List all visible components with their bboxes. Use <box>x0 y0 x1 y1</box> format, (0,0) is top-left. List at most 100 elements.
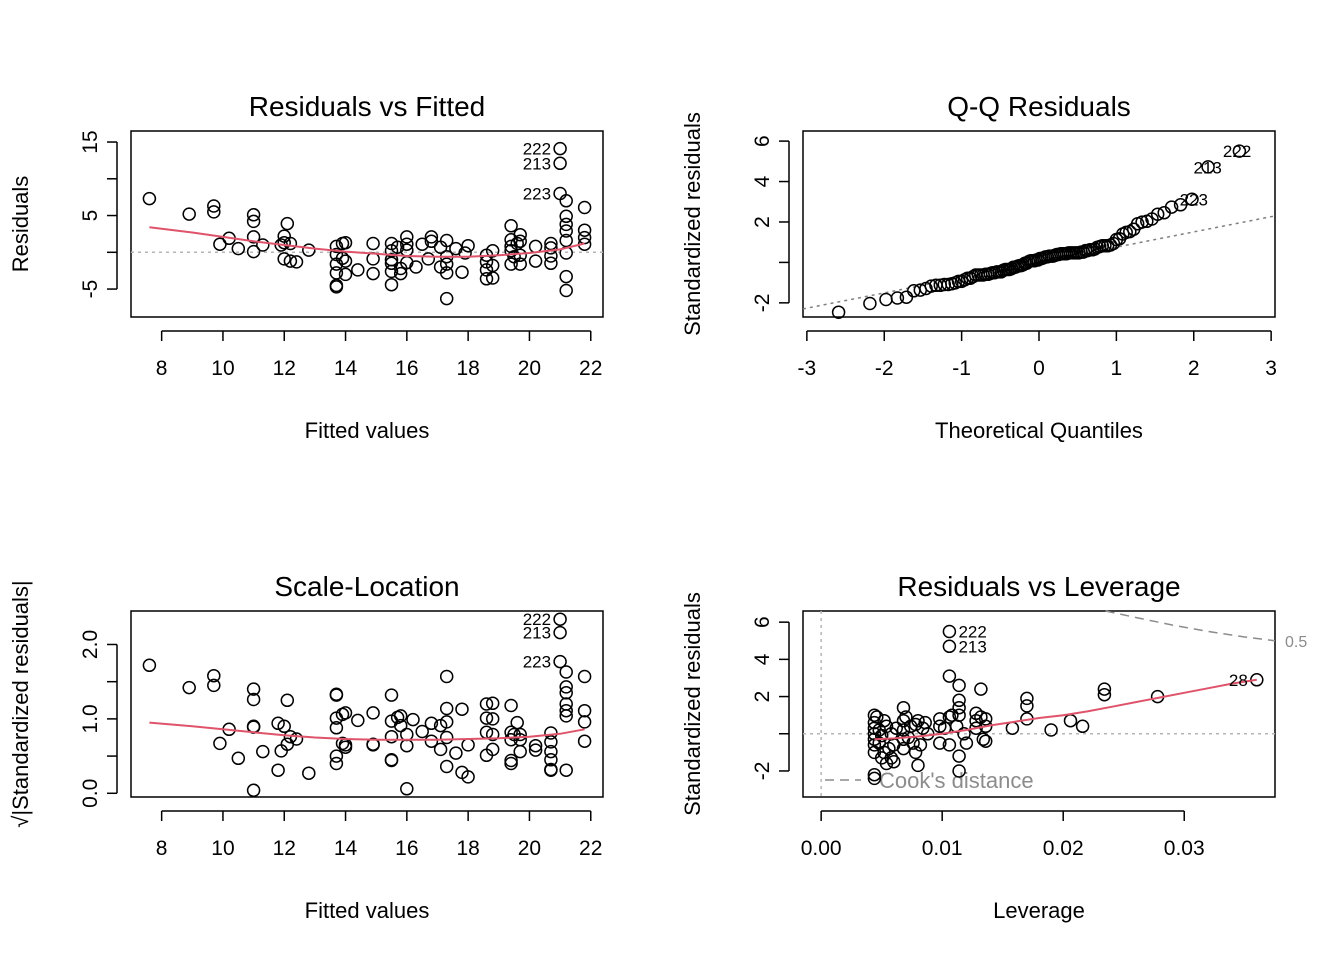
data-point <box>911 758 925 773</box>
data-point <box>439 257 454 271</box>
x-tick-label: 12 <box>273 837 296 860</box>
data-point <box>559 224 573 238</box>
data-point <box>338 706 353 720</box>
y-axis-label: Standardized residuals <box>680 112 705 336</box>
data-point <box>439 266 454 280</box>
data-point <box>338 254 353 268</box>
data-point <box>415 724 429 739</box>
x-axis-label: Theoretical Quantiles <box>935 418 1143 443</box>
cooks-contour-label: 0.5 <box>1285 634 1307 651</box>
data-point <box>393 709 408 723</box>
data-point <box>256 238 270 252</box>
data-point <box>966 269 980 284</box>
data-point <box>870 710 884 724</box>
data-point <box>513 234 527 249</box>
data-point <box>528 738 543 753</box>
x-tick-label: 0.02 <box>1043 837 1084 860</box>
x-tick-label: 0.00 <box>801 837 842 860</box>
data-point <box>207 678 221 693</box>
data-point <box>513 257 527 271</box>
data-point <box>283 236 298 251</box>
data-point <box>908 745 923 760</box>
point-label-28: 28 <box>1229 671 1248 690</box>
data-point <box>504 753 518 768</box>
data-point <box>1044 723 1058 737</box>
data-point <box>978 712 993 726</box>
data-point <box>952 708 966 722</box>
point-label-213: 213 <box>523 154 551 173</box>
data-point <box>559 709 573 723</box>
data-point <box>1150 207 1165 221</box>
data-point <box>277 235 291 250</box>
x-tick-label: 18 <box>456 357 479 380</box>
data-point <box>213 736 227 751</box>
data-point <box>246 682 261 696</box>
data-point <box>479 272 494 286</box>
point-label-222: 222 <box>958 622 986 641</box>
data-point <box>884 751 899 765</box>
data-point <box>1020 699 1034 713</box>
data-point <box>384 729 399 744</box>
data-point <box>409 260 423 274</box>
data-point <box>942 669 957 683</box>
panel-qq-residuals: Q-Q Residuals Theoretical Quantiles Stan… <box>680 91 1277 443</box>
data-point <box>455 265 469 279</box>
y-tick-label: -2 <box>751 762 774 781</box>
data-point <box>1097 687 1112 702</box>
y-tick-label: -2 <box>751 294 774 313</box>
data-point <box>559 703 573 718</box>
data-point <box>913 738 928 752</box>
y-tick-label: 6 <box>751 135 774 147</box>
data-point <box>390 240 405 254</box>
y-tick-label: 0.0 <box>79 779 102 808</box>
data-point <box>911 713 925 728</box>
data-point <box>1063 713 1078 728</box>
x-tick-label: 0.01 <box>922 837 963 860</box>
data-point <box>1173 198 1188 212</box>
data-point <box>544 735 558 749</box>
data-point <box>366 266 380 281</box>
data-point <box>439 701 454 716</box>
data-point <box>942 639 957 654</box>
data-point <box>277 252 291 266</box>
legend-label: Cook's distance <box>879 768 1034 793</box>
data-point <box>544 753 558 767</box>
y-tick-label: 2.0 <box>79 630 102 659</box>
data-point <box>942 624 957 639</box>
y-axis-label: Residuals <box>8 176 33 273</box>
x-tick-label: 1 <box>1111 357 1123 380</box>
data-point <box>231 241 246 256</box>
x-tick-label: 8 <box>156 837 168 860</box>
data-point <box>863 296 877 311</box>
smooth-line <box>149 721 585 741</box>
data-point <box>867 767 882 782</box>
data-point <box>908 717 923 732</box>
data-point <box>577 669 592 684</box>
y-axis-label: √|Standardized residuals| <box>8 580 33 827</box>
data-point <box>384 688 399 702</box>
data-point <box>485 742 500 757</box>
data-point <box>976 732 991 747</box>
data-point <box>896 723 911 737</box>
data-point <box>504 257 518 271</box>
data-point <box>937 277 952 292</box>
data-point <box>933 736 947 750</box>
data-point <box>207 668 221 683</box>
data-point <box>289 255 304 269</box>
data-point <box>366 737 380 751</box>
data-point <box>338 235 353 250</box>
data-point <box>400 237 414 251</box>
point-label-222: 222 <box>1223 142 1251 161</box>
data-point <box>544 726 558 740</box>
panel-scale-location: Scale-Location Fitted values √|Standardi… <box>8 571 604 923</box>
data-point <box>559 269 573 284</box>
data-point <box>458 246 472 260</box>
data-point <box>553 141 567 156</box>
smooth-line <box>149 226 585 258</box>
data-point <box>879 292 893 307</box>
data-point <box>246 692 261 707</box>
data-point <box>280 216 295 231</box>
data-point <box>485 712 500 726</box>
y-tick-label: 4 <box>751 175 774 187</box>
data-point <box>1075 719 1090 734</box>
